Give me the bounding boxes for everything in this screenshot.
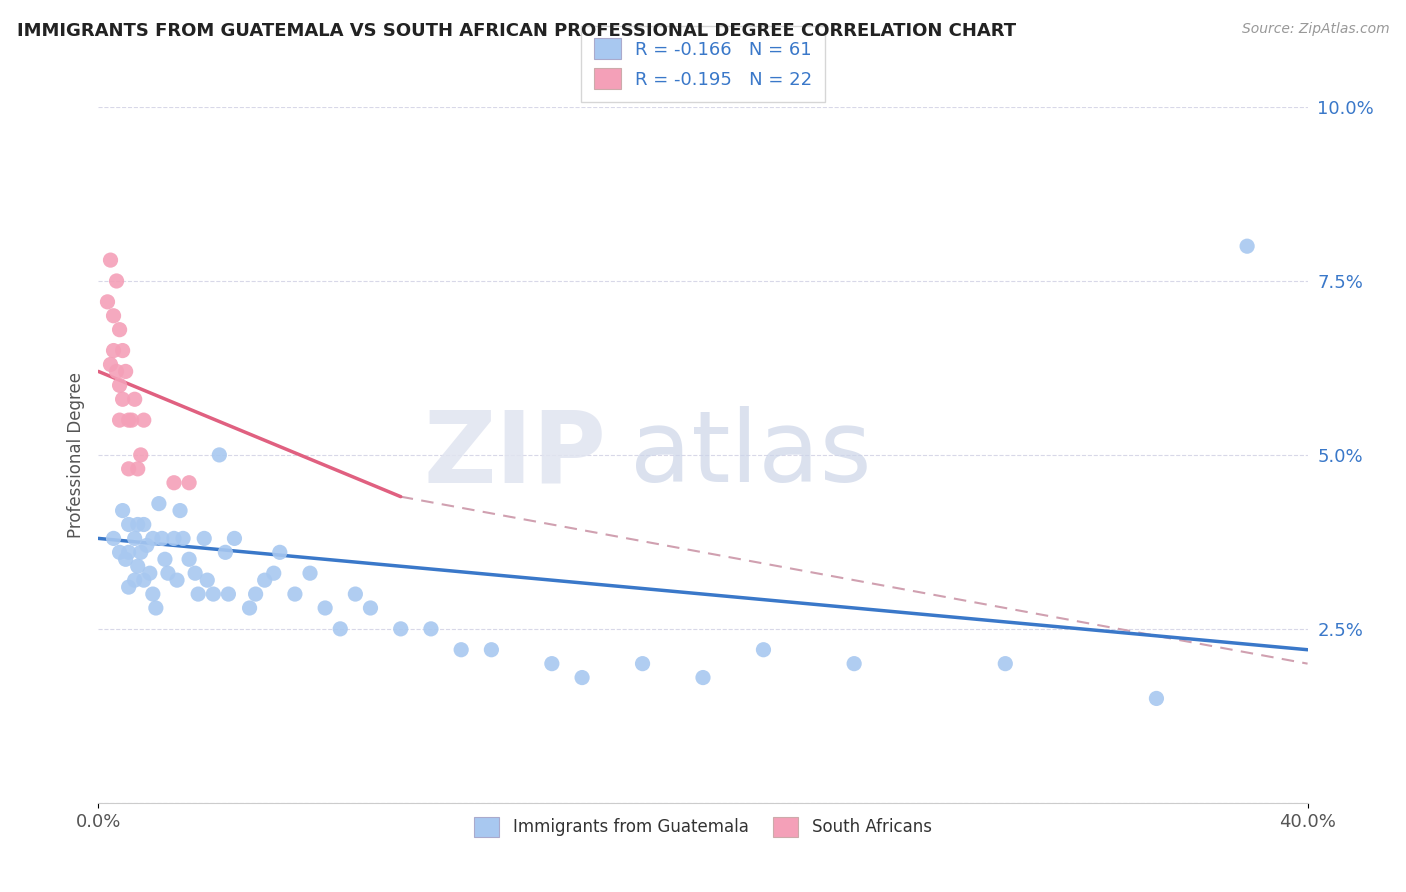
Point [127,517,149,532]
Point [118,580,141,594]
Point [96,294,118,309]
Point [284,587,307,601]
Point [105,274,128,288]
Point [450,642,472,657]
Point [1236,239,1258,253]
Point [108,323,131,337]
Point [132,573,155,587]
Point [166,573,188,587]
Point [100,253,122,268]
Point [127,462,149,476]
Point [172,532,194,546]
Point [179,552,201,566]
Point [124,392,146,407]
Point [118,413,141,427]
Point [269,545,291,559]
Point [145,601,167,615]
Point [118,545,141,559]
Point [118,517,141,532]
Point [344,587,367,601]
Point [224,532,246,546]
Point [169,503,191,517]
Legend: Immigrants from Guatemala, South Africans: Immigrants from Guatemala, South African… [468,811,938,843]
Point [142,587,165,601]
Point [253,573,276,587]
Point [105,364,128,378]
Point [245,587,267,601]
Point [103,309,125,323]
Text: atlas: atlas [630,407,872,503]
Point [163,475,186,490]
Point [299,566,322,581]
Point [193,532,215,546]
Point [420,622,443,636]
Point [114,552,136,566]
Point [108,378,131,392]
Point [179,475,201,490]
Point [129,545,152,559]
Text: IMMIGRANTS FROM GUATEMALA VS SOUTH AFRICAN PROFESSIONAL DEGREE CORRELATION CHART: IMMIGRANTS FROM GUATEMALA VS SOUTH AFRIC… [17,22,1017,40]
Point [111,392,134,407]
Point [132,517,155,532]
Point [360,601,382,615]
Point [202,587,225,601]
Point [124,573,146,587]
Point [124,532,146,546]
Point [481,642,503,657]
Point [571,671,593,685]
Point [208,448,231,462]
Text: Source: ZipAtlas.com: Source: ZipAtlas.com [1241,22,1389,37]
Point [217,587,239,601]
Point [114,364,136,378]
Point [150,532,173,546]
Point [184,566,207,581]
Point [121,413,143,427]
Point [1144,691,1167,706]
Point [389,622,412,636]
Point [844,657,866,671]
Point [692,671,714,685]
Point [195,573,218,587]
Point [148,497,170,511]
Point [103,532,125,546]
Point [135,538,157,552]
Point [314,601,336,615]
Y-axis label: Professional Degree: Professional Degree [66,372,84,538]
Text: ZIP: ZIP [423,407,606,503]
Point [108,545,131,559]
Point [163,532,186,546]
Point [129,448,152,462]
Point [153,552,176,566]
Point [187,587,209,601]
Point [239,601,262,615]
Point [142,532,165,546]
Point [263,566,285,581]
Point [111,503,134,517]
Point [100,358,122,372]
Point [139,566,162,581]
Point [752,642,775,657]
Point [103,343,125,358]
Point [994,657,1017,671]
Point [214,545,236,559]
Point [540,657,562,671]
Point [631,657,654,671]
Point [111,343,134,358]
Point [329,622,352,636]
Point [127,559,149,574]
Point [156,566,179,581]
Point [132,413,155,427]
Point [108,413,131,427]
Point [118,462,141,476]
